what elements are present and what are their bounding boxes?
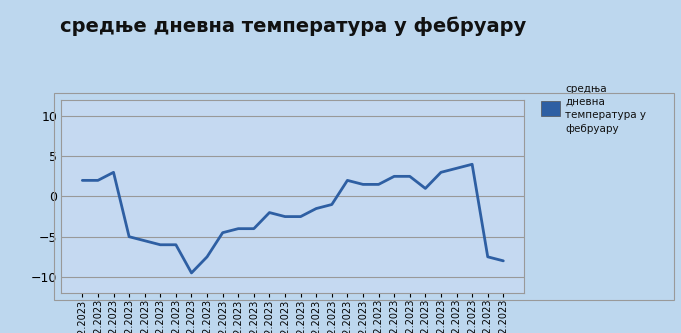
Text: средња
дневна
температура у
фебруару: средња дневна температура у фебруару — [565, 84, 646, 134]
Text: средње дневна температура у фебруару: средње дневна температура у фебруару — [60, 17, 526, 36]
Bar — [541, 101, 560, 116]
